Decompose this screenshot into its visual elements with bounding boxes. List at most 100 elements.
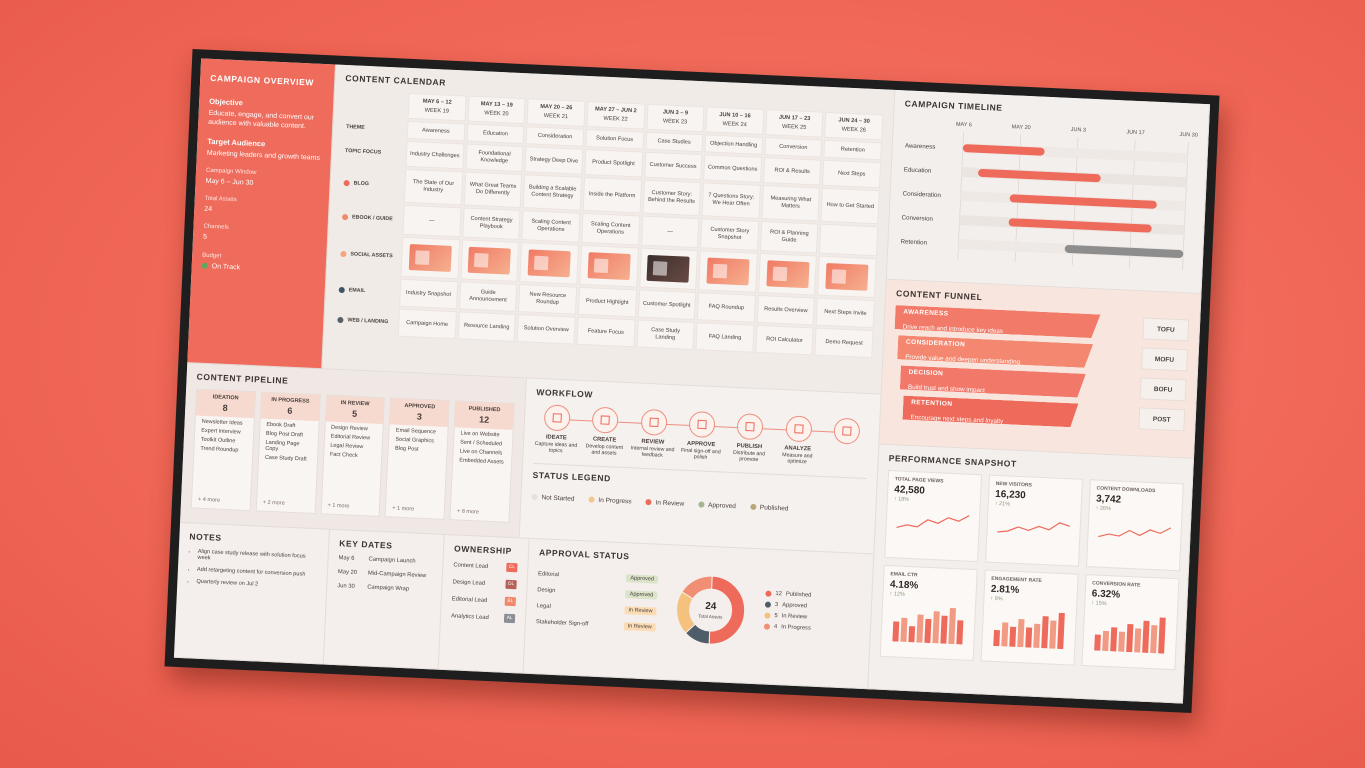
workflow-step: REVIEW Internal review and feedback	[630, 408, 676, 459]
status-pill: In Review	[623, 622, 656, 632]
calendar-cell	[819, 223, 879, 257]
key-dates: KEY DATES May 6 Campaign Launch May 20 Mid-C…	[323, 529, 445, 670]
value-text: 24	[204, 206, 213, 214]
step-desc: Final sign-off and polish	[680, 447, 721, 461]
icon	[552, 413, 562, 423]
column-header: APPROVED 3	[390, 398, 450, 427]
section-title: OWNERSHIP	[453, 543, 513, 557]
week-number: WEEK 25	[781, 123, 807, 131]
week-header: JUN 17 – 23 WEEK 25	[764, 109, 824, 138]
funnel-band: RETENTION Encourage next steps and loyalt…	[902, 396, 1078, 428]
step-icon	[688, 410, 716, 439]
cell-text: Product Highlight	[585, 297, 629, 306]
cell-text: Industry Challenges	[409, 150, 460, 159]
icon-shape	[600, 415, 611, 425]
row-label: EBOOK / GUIDE	[338, 202, 401, 235]
key-date: May 20 Mid-Campaign Review	[338, 569, 432, 579]
initials: CL	[506, 562, 518, 573]
week-number: WEEK 23	[662, 118, 688, 126]
key-date: Jun 30 Campaign Wrap	[337, 583, 431, 593]
step-icon	[736, 413, 764, 441]
cell-text: Content Strategy Playbook	[470, 215, 513, 231]
cell-text: Foundational Knowledge	[478, 150, 511, 165]
cell-text: Demo Request	[825, 338, 863, 347]
calendar-cell: Common Questions	[703, 154, 762, 183]
calendar-cell	[519, 242, 579, 285]
initials: AL	[503, 613, 516, 624]
social-thumbnail	[468, 246, 512, 275]
stage-desc: Drive reach and introduce key ideas	[902, 323, 1004, 336]
calendar-cell: The State of Our Industry	[403, 168, 463, 206]
calendar-cell: Feature Focus	[576, 316, 636, 348]
sparkline-line	[1098, 527, 1172, 538]
spark-bar	[1033, 623, 1041, 649]
calendar-cell: Scaling Content Operations	[521, 210, 581, 243]
week-number: WEEK 19	[424, 107, 450, 115]
milestone: Campaign Launch	[368, 556, 416, 565]
calendar-cell: Building a Scalable Content Strategy	[522, 174, 583, 211]
step-desc: Internal review and feedback	[630, 445, 675, 459]
icon-shape	[697, 419, 707, 430]
cell-text: FAQ Landing	[708, 333, 742, 341]
calendar-cell: Next Steps	[822, 159, 882, 189]
sparkline	[1098, 527, 1172, 538]
thumb-block	[414, 250, 430, 265]
row-label: Education	[904, 166, 932, 174]
step-desc: Measure and optimize	[782, 452, 813, 466]
calendar-cell: Retention	[823, 139, 883, 161]
more-link: + 4 more	[197, 496, 221, 504]
content-funnel: CONTENT FUNNEL AWARENESS Drive reach and i…	[879, 279, 1202, 459]
sparkline	[1094, 617, 1166, 654]
cell-text: Next Steps Invite	[824, 308, 867, 317]
spark-bar	[1017, 619, 1025, 648]
calendar-cell: Next Steps Invite	[816, 297, 875, 329]
social-thumbnail	[825, 262, 869, 291]
legend-dot	[645, 499, 652, 506]
metric-card: TOTAL PAGE VIEWS 42,580 ↑ 18%	[884, 469, 983, 563]
status-pill: In Review	[624, 606, 657, 616]
cell-text: The State of Our Industry	[412, 179, 455, 194]
spark-bar	[1142, 620, 1150, 653]
row-label: Consideration	[903, 190, 942, 199]
calendar-cell	[459, 239, 520, 282]
icon	[600, 415, 611, 425]
calendar-cell: Product Highlight	[577, 286, 637, 318]
cell-text: Product Spotlight	[592, 158, 635, 167]
calendar-cell: Customer Story Snapshot	[700, 218, 760, 251]
stage-tag: TOFU	[1142, 317, 1190, 342]
calendar-cell	[638, 247, 699, 291]
legend-dot	[763, 623, 771, 630]
calendar-cell: Campaign Home	[397, 308, 457, 340]
spark-bar	[1009, 626, 1017, 647]
role: Analytics Lead	[450, 612, 489, 621]
stage-desc: Build trust and show impact	[907, 383, 986, 395]
cell-text: Customer Story: Behind the Results	[647, 189, 696, 205]
icon	[842, 426, 852, 436]
cell-text: Education	[482, 129, 509, 137]
content-calendar: CONTENT CALENDAR MAY 6 – 12 WEEK 19 MAY 13 …	[322, 64, 896, 395]
section-title: NOTES	[189, 531, 222, 543]
week-number: WEEK 20	[484, 110, 509, 118]
spark-bar	[916, 614, 924, 643]
more-link: + 8 more	[456, 508, 479, 516]
funnel-band: AWARENESS Drive reach and introduce key i…	[895, 305, 1101, 338]
channel-dot	[343, 179, 350, 187]
cell-text: Campaign Home	[406, 319, 449, 328]
calendar-cell: Industry Snapshot	[399, 278, 458, 310]
calendar-cell	[817, 255, 877, 299]
timeline-bar	[1008, 218, 1152, 233]
calendar-cell: Strategy Deep Dive	[524, 146, 584, 175]
milestone: Campaign Wrap	[367, 584, 410, 593]
metric-card: NEW VISITORS 16,230 ↑ 21%	[985, 474, 1083, 567]
pipeline-item: Case Study Draft	[264, 454, 307, 463]
x-tick-label: JUN 30	[1179, 132, 1198, 139]
cell-text: New Resource Roundup	[529, 291, 567, 306]
calendar-grid: MAY 6 – 12 WEEK 19 MAY 13 – 19 WEEK 20 MAY 2…	[334, 90, 884, 359]
stage-name: RETENTION	[911, 398, 953, 408]
column-count: 8	[222, 402, 228, 413]
workflow: WORKFLOW IDEATE Capture ideas and topics CR…	[519, 378, 882, 555]
section-title: CAMPAIGN OVERVIEW	[210, 72, 315, 88]
row-label: THEME	[343, 118, 406, 139]
spark-bar	[1094, 634, 1101, 651]
field-value: 5	[203, 233, 317, 247]
